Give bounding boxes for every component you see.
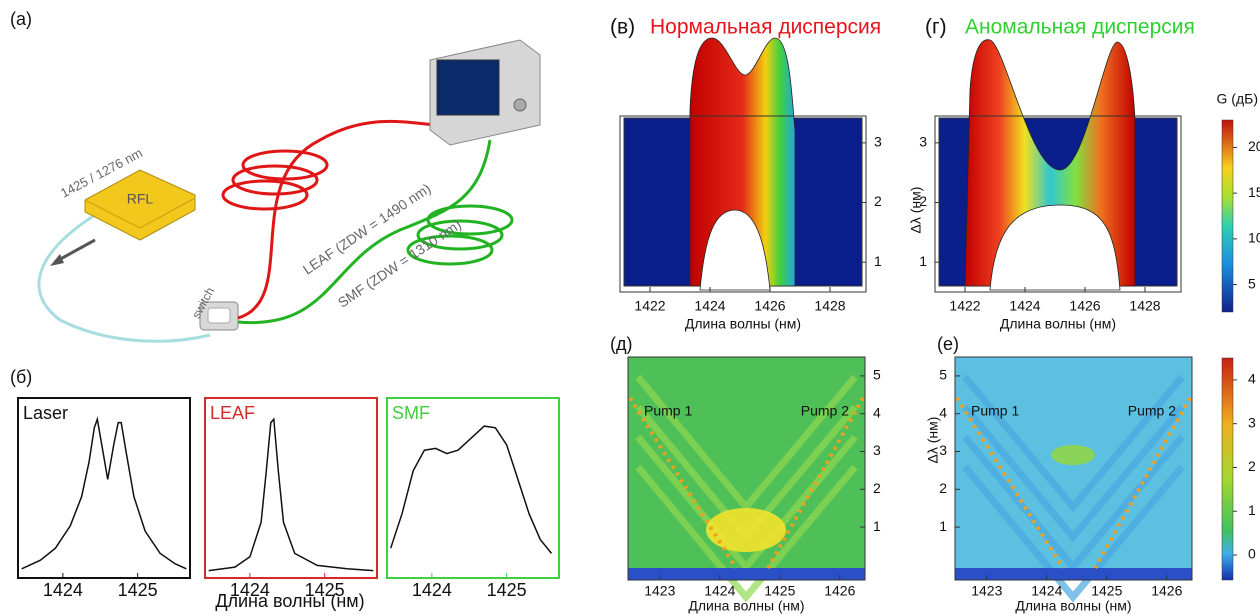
y-tick-label: 5 (939, 367, 947, 383)
panel-label: (б) (10, 367, 32, 387)
map-floor (955, 568, 1192, 580)
panel-label: (a) (10, 9, 32, 29)
x-tick-label: 1425 (1091, 583, 1122, 599)
colorbar-tick-label: 10 (1248, 230, 1260, 246)
setup-diagram (39, 40, 540, 341)
x-tick-label: 1426 (1151, 583, 1182, 599)
y-tick-label: 2 (873, 480, 881, 496)
colorbar-tick-label: 4 (1248, 371, 1256, 387)
x-tick-label: 1425 (764, 583, 795, 599)
pump-label: Pump 1 (971, 403, 1019, 419)
pump-label: Pump 2 (801, 403, 849, 419)
x-tick-label: 1424 (230, 580, 270, 600)
pump-label: Pump 2 (1128, 403, 1176, 419)
panel-title: Аномальная дисперсия (965, 16, 1195, 39)
panel-label: (д) (610, 334, 633, 354)
spectrum-name: SMF (392, 403, 430, 423)
x-tick-label: 1424 (694, 298, 725, 314)
x-tick-label: 1422 (634, 298, 665, 314)
y-tick-label: 1 (919, 253, 927, 269)
x-axis-label: Длина волны (нм) (1015, 598, 1131, 614)
y-tick-label: 3 (874, 134, 882, 150)
spectrum-curve (391, 426, 552, 553)
colorbar (1222, 120, 1233, 312)
x-tick-label: 1424 (43, 580, 83, 600)
x-axis-label: Длина волны (нм) (685, 316, 801, 332)
colorbar-tick-label: 2 (1248, 458, 1256, 474)
x-tick-label: 1424 (1031, 583, 1062, 599)
y-tick-label: 2 (874, 193, 882, 209)
y-tick-label: 2 (939, 480, 947, 496)
y-tick-label: 3 (919, 134, 927, 150)
y-tick-label: 5 (873, 367, 881, 383)
colorbar-tick-label: 20 (1248, 138, 1260, 154)
spectrum-curve (209, 419, 374, 570)
spectrum-curve (22, 419, 187, 569)
spectrum-name: LEAF (210, 403, 255, 423)
x-tick-label: 1424 (704, 583, 735, 599)
y-tick-label: 4 (873, 404, 881, 420)
figure: (a)1425 / 1276 nmRFLLEAF (ZDW = 1490 nm)… (0, 0, 1260, 616)
x-tick-label: 1425 (487, 580, 527, 600)
y-tick-label: 1 (939, 518, 947, 534)
laser-label: RFL (127, 191, 154, 207)
panel-label: (е) (937, 334, 959, 354)
panel-title: Нормальная дисперсия (650, 16, 881, 39)
map-peak (1051, 445, 1095, 465)
y-axis-label: Δλ (нм) (925, 417, 941, 464)
y-axis-label: Δλ (нм) (908, 187, 924, 234)
x-tick-label: 1423 (644, 583, 675, 599)
panel-label: (г) (925, 16, 947, 39)
x-tick-label: 1428 (814, 298, 845, 314)
y-tick-label: 1 (873, 518, 881, 534)
spectrum-frame (387, 398, 559, 578)
colorbar-title: G (дБ) (1217, 91, 1258, 107)
x-tick-label: 1428 (1129, 298, 1160, 314)
spectrum-frame (18, 398, 190, 578)
y-tick-label: 1 (874, 253, 882, 269)
x-tick-label: 1423 (971, 583, 1002, 599)
spectrum-frame (205, 398, 377, 578)
x-tick-label: 1425 (305, 580, 345, 600)
map-peak (706, 508, 786, 552)
x-tick-label: 1425 (118, 580, 158, 600)
colorbar-tick-label: 0 (1248, 546, 1256, 562)
x-tick-label: 1426 (1069, 298, 1100, 314)
y-tick-label: 3 (873, 442, 881, 458)
map-floor (628, 568, 865, 580)
x-axis-label: Длина волны (нм) (1000, 316, 1116, 332)
x-tick-label: 1426 (754, 298, 785, 314)
spectrum-name: Laser (23, 403, 68, 423)
pump-label: Pump 1 (644, 403, 692, 419)
colorbar-tick-label: 5 (1248, 275, 1256, 291)
panel-label: (в) (610, 16, 635, 39)
x-tick-label: 1422 (949, 298, 980, 314)
x-axis-label: Длина волны (нм) (688, 598, 804, 614)
colorbar-tick-label: 3 (1248, 414, 1256, 430)
x-tick-label: 1424 (1009, 298, 1040, 314)
colorbar-tick-label: 15 (1248, 184, 1260, 200)
colorbar (1222, 358, 1233, 580)
colorbar-tick-label: 1 (1248, 502, 1256, 518)
x-tick-label: 1424 (412, 580, 452, 600)
x-tick-label: 1426 (824, 583, 855, 599)
